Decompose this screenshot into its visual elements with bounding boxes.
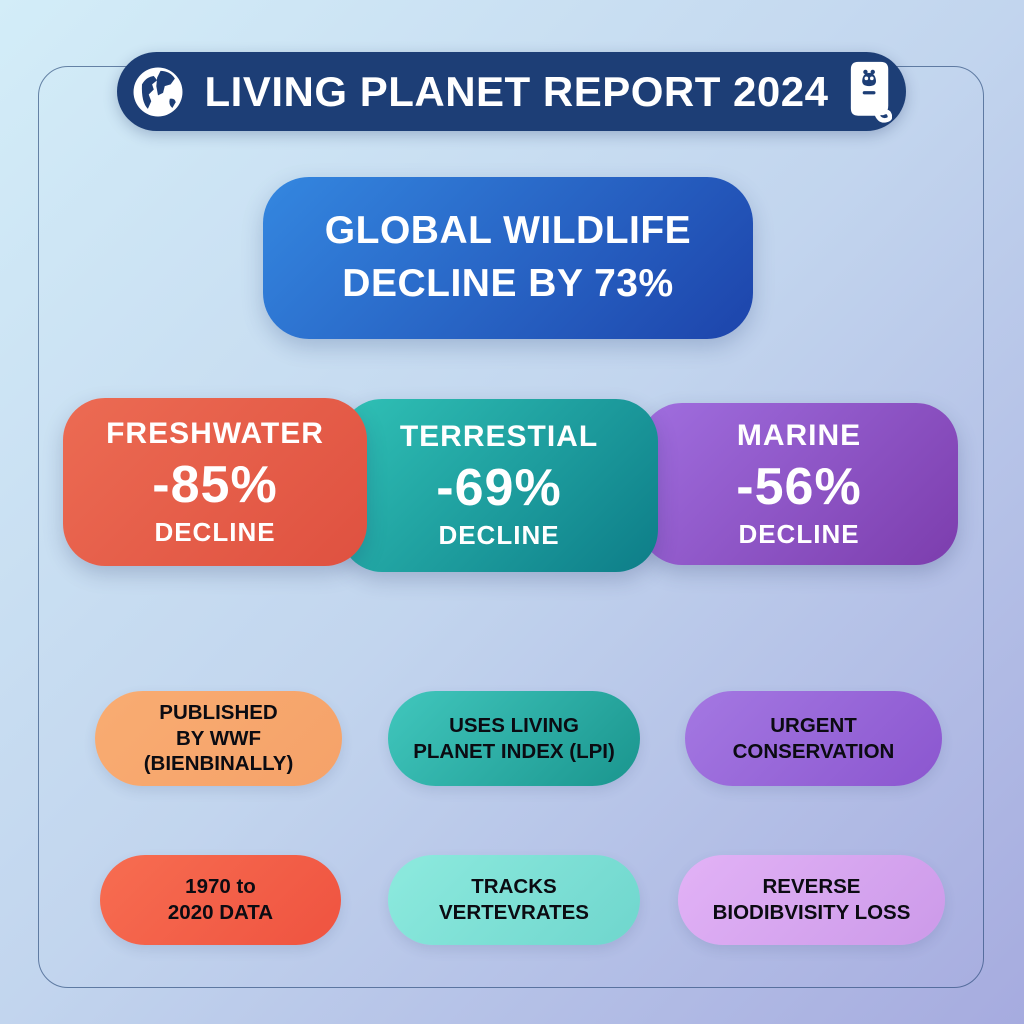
- headline-line1: GLOBAL WILDLIFE: [324, 209, 692, 253]
- stat-value: -69%: [436, 459, 562, 517]
- pill-line: TRACKS: [471, 875, 557, 899]
- pill-line: URGENT: [770, 713, 857, 737]
- fact-pill-living-planet-index: USES LIVING PLANET INDEX (LPI): [388, 691, 640, 786]
- header-banner: LIVING PLANET REPORT 2024: [117, 52, 906, 131]
- stat-label: TERRESTIAL: [399, 420, 599, 453]
- stat-card-freshwater: FRESHWATER -85% DECLINE: [63, 398, 367, 566]
- headline-card: GLOBAL WILDLIFE DECLINE BY 73%: [263, 177, 753, 339]
- pill-line: PUBLISHED: [159, 700, 278, 724]
- fact-pill-published-by-wwf: PUBLISHED BY WWF (BIENBINALLY): [95, 691, 342, 786]
- fact-pill-urgent-conservation: URGENT CONSERVATION: [685, 691, 942, 786]
- pill-line: VERTEVRATES: [439, 901, 589, 924]
- pill-line: BIODIBVISITY LOSS: [712, 901, 911, 924]
- fact-pill-reverse-biodiversity-loss: REVERSE BIODIBVISITY LOSS: [678, 855, 945, 945]
- stat-sublabel: DECLINE: [438, 520, 560, 550]
- stat-card-terrestrial: TERRESTIAL -69% DECLINE: [340, 399, 658, 572]
- stat-card-marine: MARINE -56% DECLINE: [640, 403, 958, 565]
- pill-line: REVERSE: [762, 875, 861, 899]
- globe-icon: [131, 65, 185, 119]
- pill-line: 1970 to: [185, 875, 256, 899]
- pill-line: CONSERVATION: [732, 739, 895, 763]
- stat-value: -85%: [152, 455, 278, 514]
- wwf-panda-logo-icon: [848, 61, 893, 123]
- fact-pill-tracks-vertebrates: TRACKS VERTEVRATES: [388, 855, 640, 945]
- pill-line: (BIENBINALLY): [143, 752, 294, 776]
- pill-line: 2020 DATA: [167, 901, 274, 924]
- pill-line: USES LIVING: [449, 713, 579, 737]
- stat-value: -56%: [736, 457, 862, 516]
- page-title: LIVING PLANET REPORT 2024: [204, 67, 829, 115]
- stat-label: MARINE: [736, 418, 862, 452]
- pill-line: BY WWF: [175, 726, 262, 750]
- fact-pill-1970-2020-data: 1970 to 2020 DATA: [100, 855, 341, 945]
- pill-line: PLANET INDEX (LPI): [413, 739, 615, 763]
- stat-sublabel: DECLINE: [738, 518, 860, 549]
- stat-sublabel: DECLINE: [154, 516, 276, 547]
- stat-label: FRESHWATER: [106, 416, 324, 450]
- headline-line2: DECLINE BY 73%: [342, 262, 674, 305]
